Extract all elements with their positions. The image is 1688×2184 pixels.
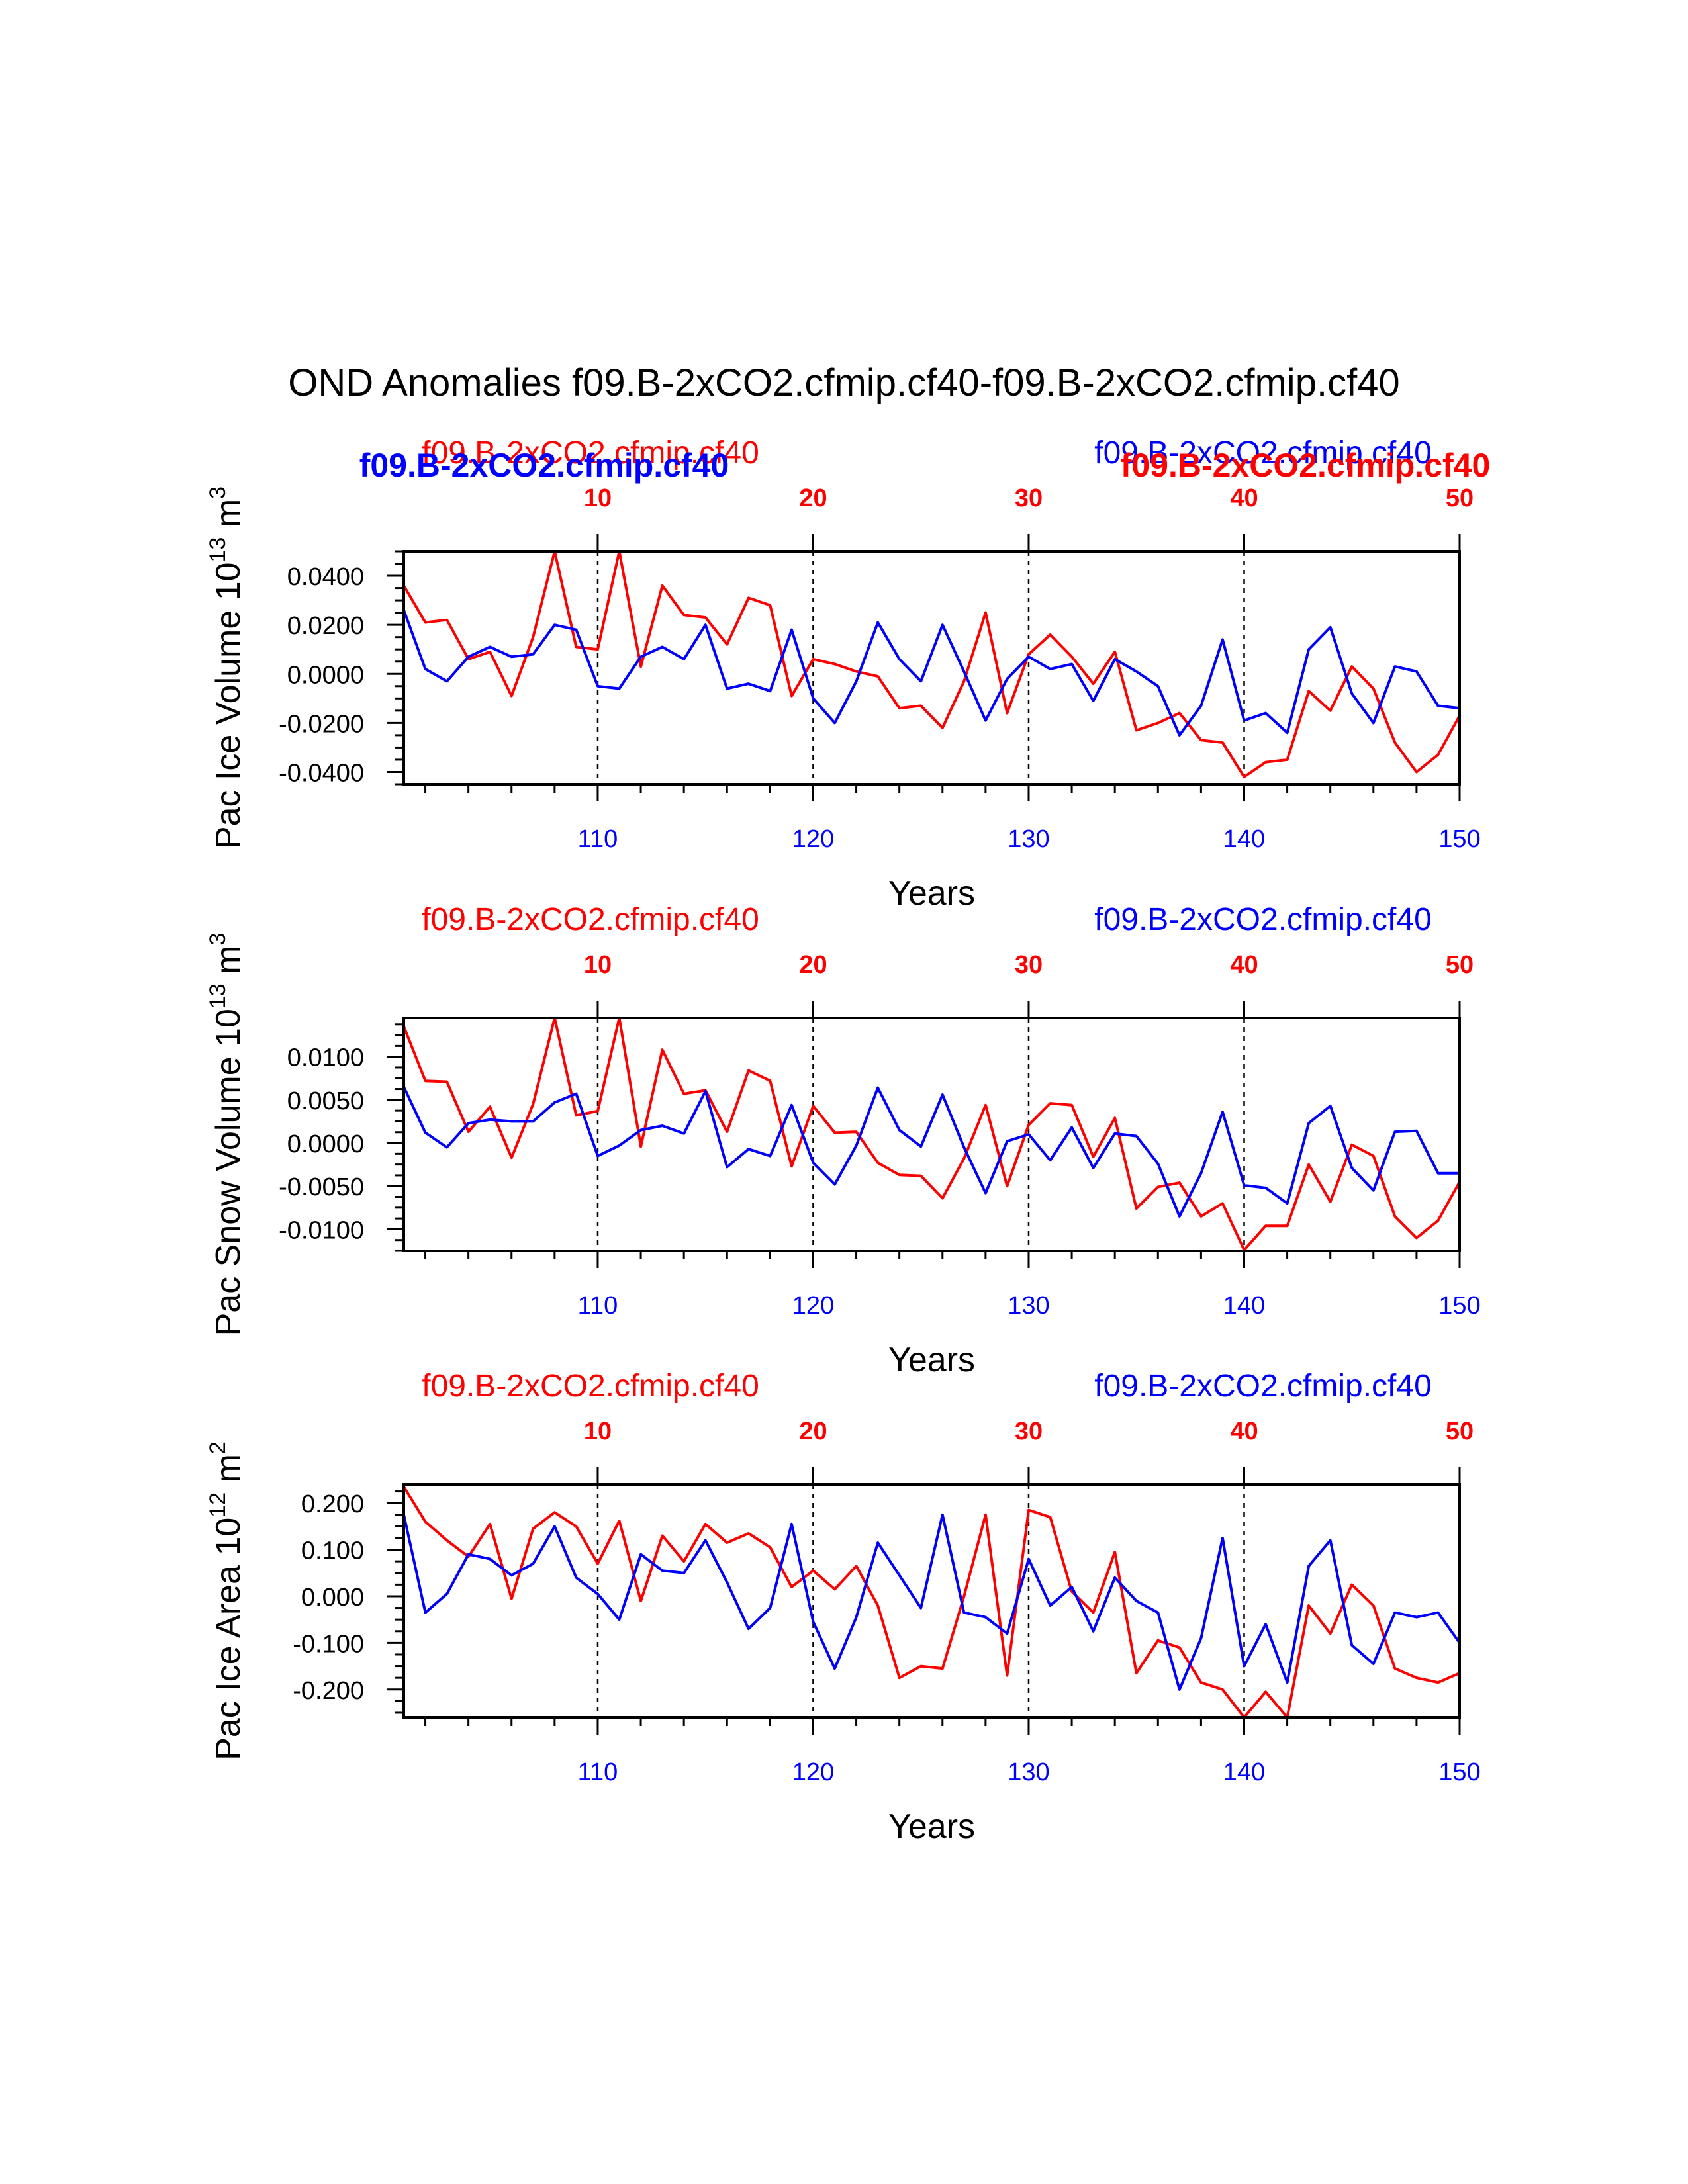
y-axis-title-part: Pac Ice Volume 10 [209, 562, 248, 849]
x-tick-label-bottom: 110 [578, 1292, 618, 1320]
x-tick-label-top: 50 [1446, 951, 1474, 979]
overlay-case-label-right: f09.B-2xCO2.cfmip.cf40 [1121, 447, 1491, 484]
x-tick-label-bottom: 140 [1223, 825, 1265, 853]
chart-panel-pac-ice-volume: -0.0400 -0.0200 0.0000 0.0200 0.0400 110 120 13… [205, 435, 1490, 913]
chart-panel-pac-snow-volume: -0.0100 -0.0050 0.0000 0.0050 0.0100 110 120 13… [205, 902, 1481, 1379]
x-tick-label-top: 30 [1015, 951, 1043, 979]
series-line-blue-case [402, 1513, 1461, 1691]
plot-frame [402, 550, 1461, 786]
case-label-left: f09.B-2xCO2.cfmip.cf40 [422, 1369, 759, 1404]
y-tick-label: 0.000 [301, 1584, 364, 1612]
x-tick-label-top: 10 [584, 951, 612, 979]
x-tick-label-bottom: 110 [578, 825, 618, 853]
y-tick-label: 0.100 [301, 1537, 364, 1565]
y-tick-label: 0.0000 [287, 661, 364, 689]
y-tick-label: -0.0050 [279, 1173, 364, 1201]
case-label-left: f09.B-2xCO2.cfmip.cf40 [422, 435, 759, 471]
y-axis-title-part: m [209, 946, 248, 984]
x-tick-label-top: 30 [1015, 484, 1043, 512]
x-tick-label-bottom: 150 [1438, 1292, 1480, 1320]
x-tick-label-bottom: 130 [1008, 1292, 1049, 1320]
y-axis-title-part: Pac Snow Volume 10 [209, 1009, 248, 1336]
x-tick-label-top: 20 [799, 1418, 827, 1445]
case-label-right: f09.B-2xCO2.cfmip.cf40 [1094, 435, 1432, 471]
y-axis-title-part: 2 [205, 1441, 230, 1454]
y-tick-label: 0.0000 [287, 1130, 364, 1158]
x-tick-label-bottom: 150 [1438, 825, 1480, 853]
x-tick-label-top: 30 [1015, 1418, 1043, 1445]
page-title: OND Anomalies f09.B-2xCO2.cfmip.cf40-f09… [288, 361, 1399, 404]
y-axis-title-part: 13 [205, 983, 230, 1009]
case-label-right: f09.B-2xCO2.cfmip.cf40 [1094, 902, 1432, 937]
series-line-blue-case [402, 1086, 1460, 1218]
x-tick-label-bottom: 120 [792, 825, 834, 853]
panels-group: -0.0400 -0.0200 0.0000 0.0200 0.0400 110 120 13… [205, 435, 1490, 1846]
y-axis-title-part: Pac Ice Area 10 [209, 1518, 248, 1760]
x-tick-label-bottom: 110 [578, 1758, 618, 1786]
y-tick-label: -0.0200 [279, 710, 364, 738]
y-tick-label: -0.100 [293, 1630, 364, 1658]
series-line-blue-case [402, 610, 1460, 737]
x-tick-label-bottom: 150 [1438, 1758, 1480, 1786]
x-tick-label-top: 50 [1446, 484, 1474, 512]
x-tick-label-bottom: 120 [792, 1292, 834, 1320]
x-tick-label-top: 20 [799, 951, 827, 979]
case-label-left: f09.B-2xCO2.cfmip.cf40 [422, 902, 759, 937]
x-tick-label-bottom: 140 [1223, 1292, 1265, 1320]
x-tick-label-bottom: 140 [1223, 1758, 1265, 1786]
y-tick-label: 0.0200 [287, 612, 364, 640]
y-axis-title-part: m [209, 1454, 248, 1492]
y-tick-label: -0.0400 [279, 759, 364, 787]
x-tick-label-top: 40 [1230, 1418, 1258, 1445]
x-tick-label-bottom: 130 [1008, 825, 1049, 853]
series-line-red-case [402, 550, 1461, 778]
x-tick-label-top: 40 [1230, 951, 1258, 979]
series-line-red-case [402, 1486, 1460, 1719]
y-tick-label: 0.0100 [287, 1044, 364, 1072]
y-axis-title: Pac Ice Area 1012 m2 [205, 1441, 248, 1760]
x-tick-label-bottom: 130 [1008, 1758, 1049, 1786]
y-tick-label: 0.0050 [287, 1087, 364, 1115]
x-tick-label-top: 10 [584, 1418, 612, 1445]
x-tick-label-top: 40 [1230, 484, 1258, 512]
x-axis-title: Years [888, 1341, 975, 1379]
x-axis-title: Years [888, 874, 975, 913]
chart-panel-pac-ice-area: -0.200 -0.100 0.000 0.100 0.200 110 120 130 140 1… [205, 1369, 1481, 1846]
y-tick-label: -0.0100 [279, 1216, 364, 1244]
y-axis-title-part: 13 [205, 537, 230, 563]
y-axis-title-part: 3 [205, 486, 230, 499]
y-tick-label: 0.200 [301, 1490, 364, 1518]
x-tick-label-bottom: 120 [792, 1758, 834, 1786]
plot-frame [402, 1483, 1461, 1719]
y-tick-label: -0.200 [293, 1677, 364, 1705]
plot-frame [402, 1017, 1461, 1252]
y-axis-title: Pac Snow Volume 1013 m3 [205, 933, 248, 1336]
series-line-red-case [402, 1017, 1461, 1251]
case-label-right: f09.B-2xCO2.cfmip.cf40 [1094, 1369, 1432, 1404]
x-tick-label-top: 20 [799, 484, 827, 512]
x-tick-label-top: 10 [584, 484, 612, 512]
y-axis-title: Pac Ice Volume 1013 m3 [205, 486, 248, 849]
y-axis-title-part: m [209, 499, 248, 537]
y-axis-title-part: 12 [205, 1492, 230, 1518]
y-tick-label: 0.0400 [287, 563, 364, 591]
overlay-case-label-left: f09.B-2xCO2.cfmip.cf40 [359, 447, 729, 484]
y-axis-title-part: 3 [205, 933, 230, 946]
x-axis-title: Years [888, 1807, 975, 1846]
x-tick-label-top: 50 [1446, 1418, 1474, 1445]
